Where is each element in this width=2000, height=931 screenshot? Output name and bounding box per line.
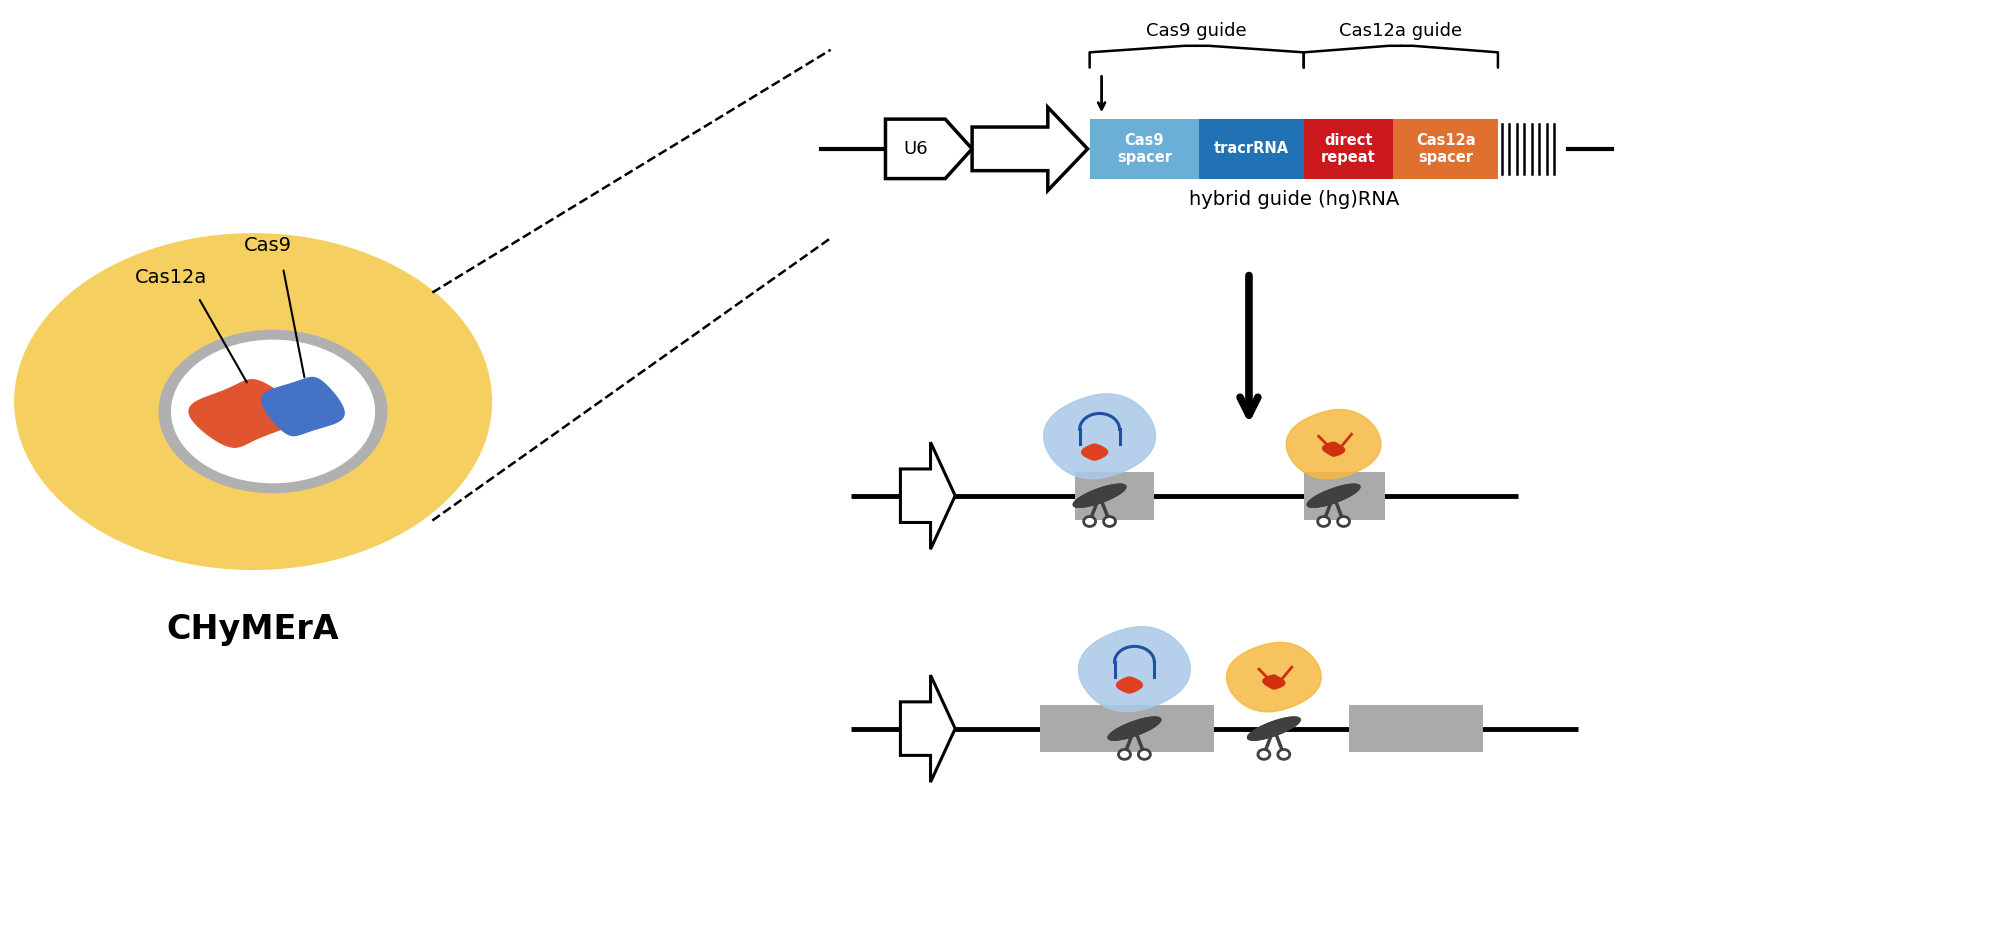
Ellipse shape [1318,517,1330,526]
Polygon shape [972,107,1088,191]
Text: Cas12a guide: Cas12a guide [1340,21,1462,40]
Polygon shape [1078,627,1190,711]
Text: tracrRNA: tracrRNA [1214,142,1290,156]
Polygon shape [1116,677,1142,693]
Bar [1090,119,1200,179]
Circle shape [1330,492,1338,500]
Polygon shape [1262,675,1284,689]
Bar [1040,705,1214,752]
Ellipse shape [14,233,492,570]
Bar [1304,119,1394,179]
Polygon shape [262,377,344,436]
Polygon shape [1322,442,1344,456]
Polygon shape [1248,717,1300,740]
Bar [1200,119,1304,179]
Text: Cas9
spacer: Cas9 spacer [1116,132,1172,165]
Text: U6: U6 [904,140,928,158]
Ellipse shape [158,330,388,493]
Polygon shape [1074,484,1126,507]
Polygon shape [1044,394,1156,479]
Text: Cas9 guide: Cas9 guide [1146,21,1246,40]
Text: Cas9: Cas9 [244,236,292,255]
Polygon shape [1248,717,1300,740]
Bar [1394,119,1498,179]
Ellipse shape [1338,517,1350,526]
Circle shape [1096,492,1104,500]
Ellipse shape [1118,749,1130,760]
Ellipse shape [1084,517,1096,526]
Polygon shape [1108,717,1160,740]
Ellipse shape [1258,749,1270,760]
Polygon shape [900,442,956,549]
Polygon shape [190,380,298,447]
Polygon shape [886,119,972,179]
Polygon shape [1308,484,1360,507]
Polygon shape [900,675,956,782]
Polygon shape [1082,444,1108,460]
Polygon shape [1108,717,1160,740]
Text: direct
repeat: direct repeat [1322,132,1376,165]
Bar [1348,705,1482,752]
Bar [1074,472,1154,519]
Circle shape [1130,724,1138,733]
Text: Cas12a: Cas12a [136,267,208,287]
Text: hybrid guide (hg)RNA: hybrid guide (hg)RNA [1188,191,1398,209]
Polygon shape [1226,642,1322,712]
Text: Cas12a
spacer: Cas12a spacer [1416,132,1476,165]
Bar [1304,472,1386,519]
Ellipse shape [170,340,376,483]
Ellipse shape [1138,749,1150,760]
Ellipse shape [1278,749,1290,760]
Polygon shape [1308,484,1360,507]
Polygon shape [1074,484,1126,507]
Circle shape [1270,724,1278,733]
Polygon shape [1286,410,1380,479]
Text: CHyMErA: CHyMErA [166,613,340,646]
Ellipse shape [1104,517,1116,526]
